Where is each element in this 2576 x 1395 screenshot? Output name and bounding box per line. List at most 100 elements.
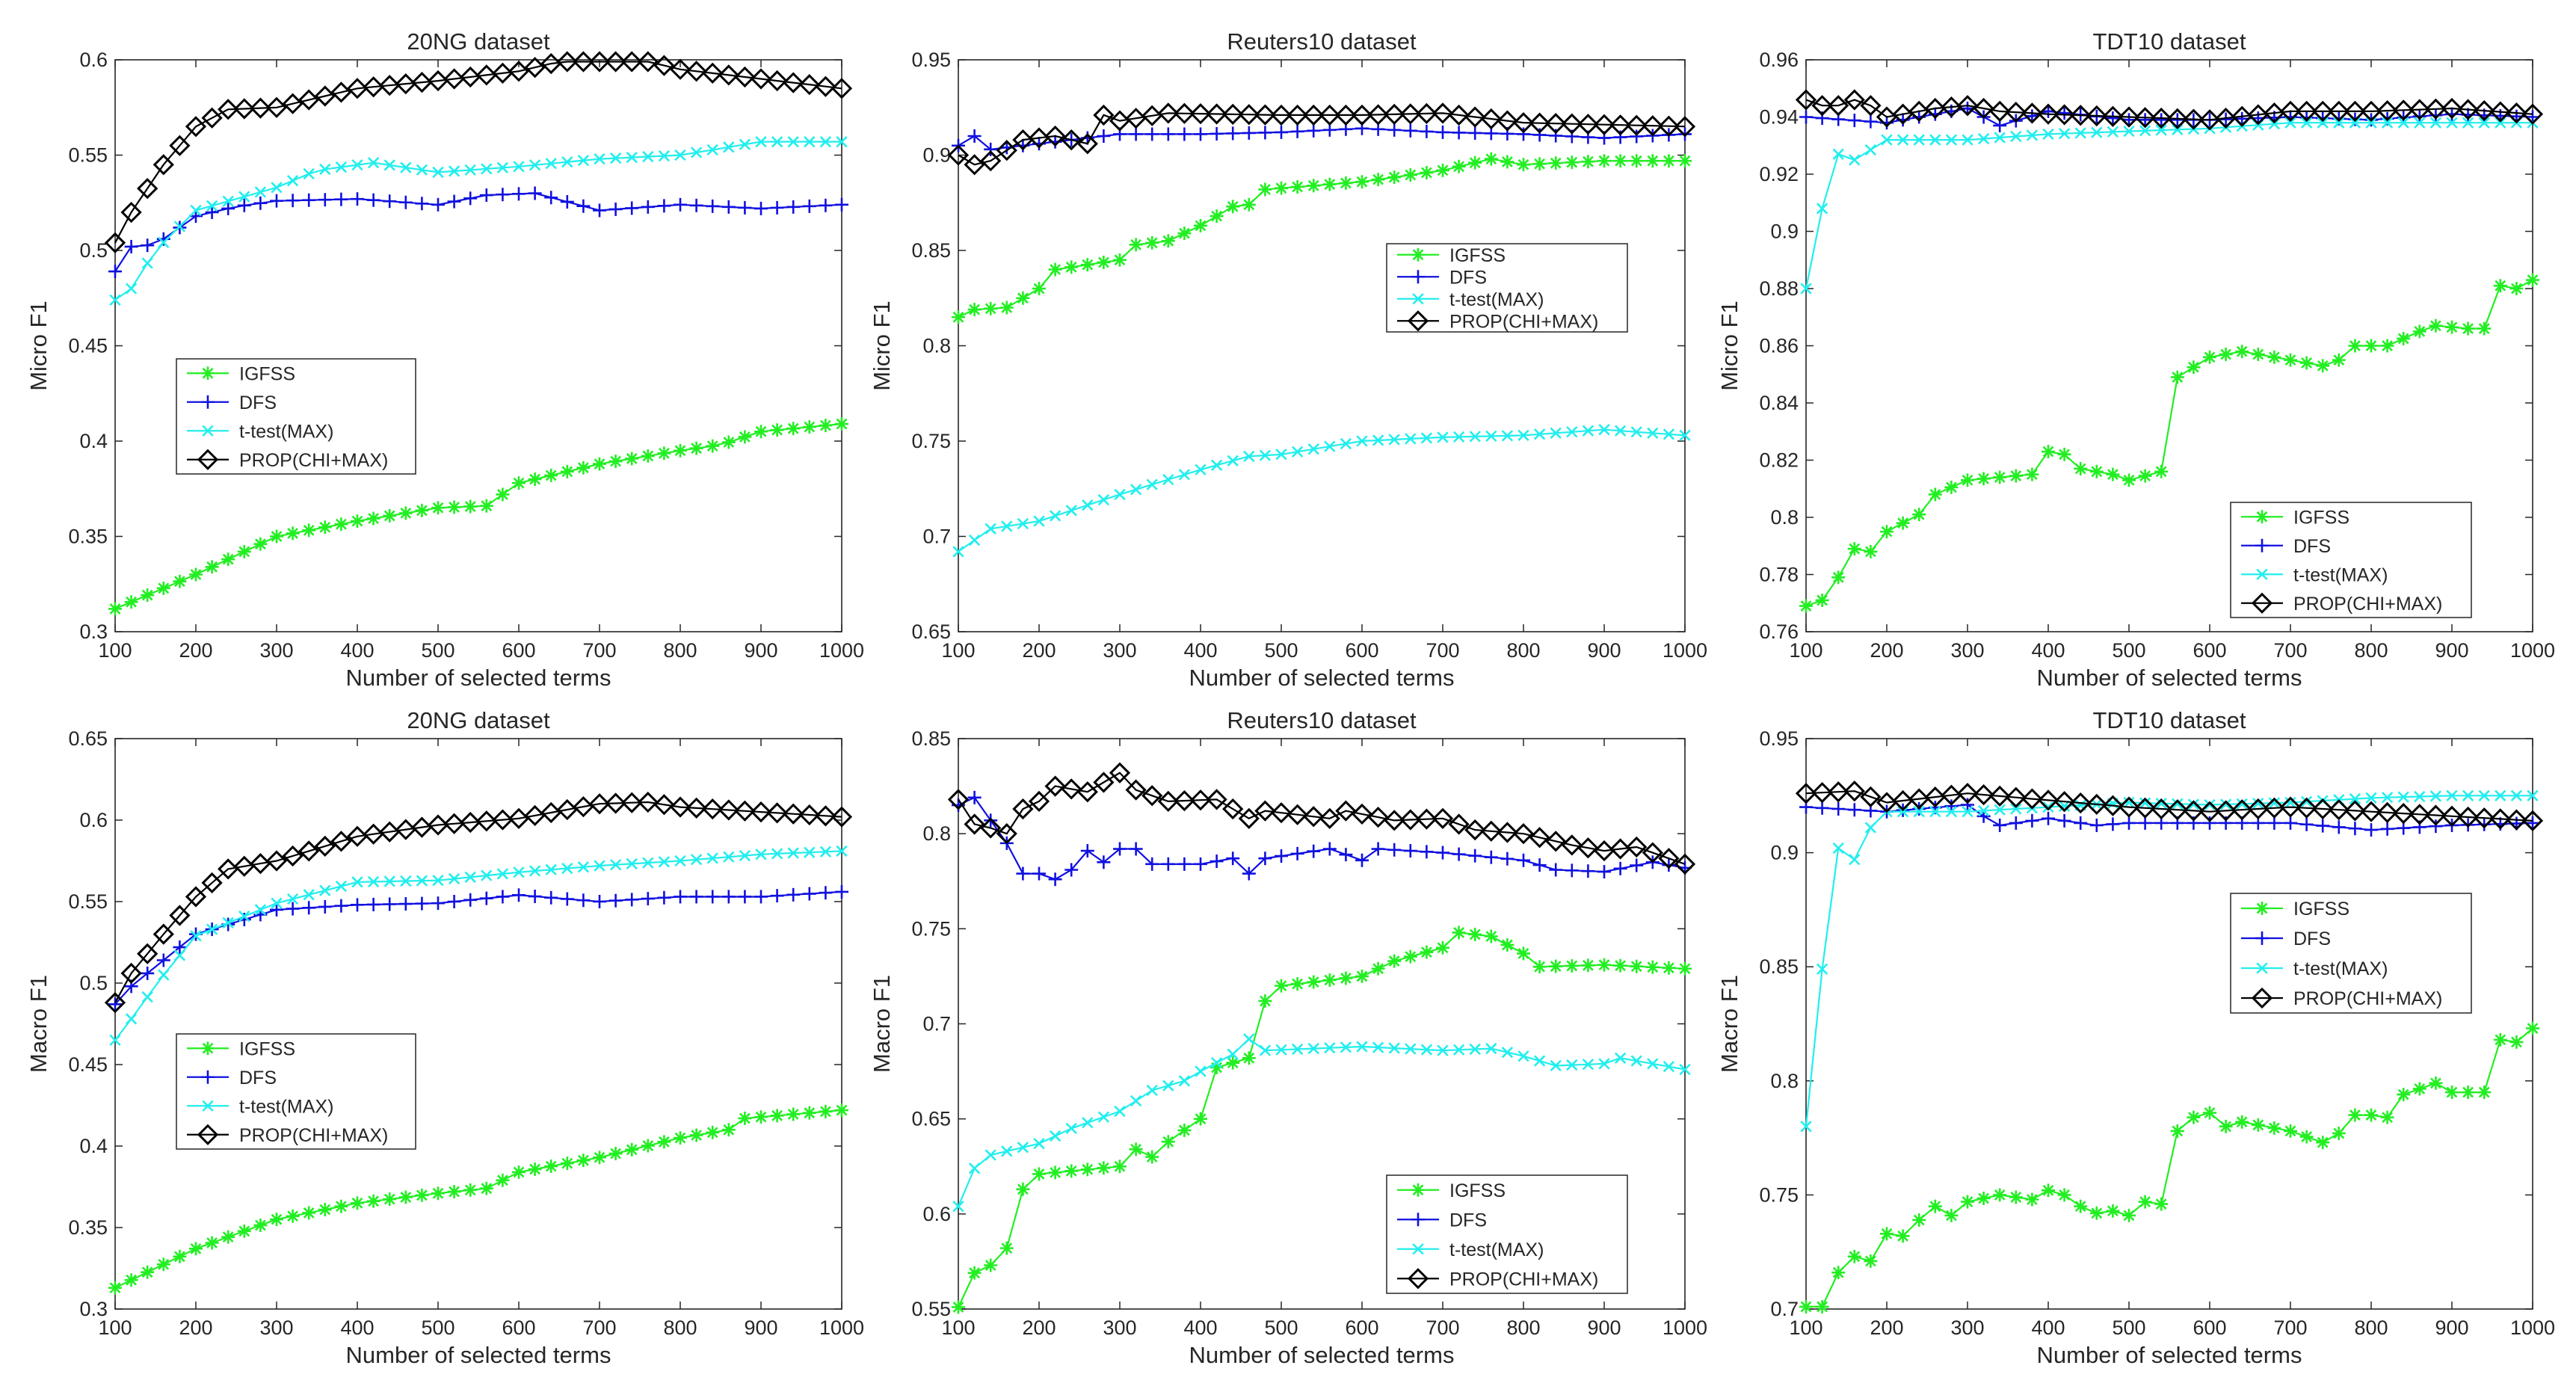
data-point — [754, 201, 768, 215]
data-point — [1630, 858, 1644, 872]
data-point — [2429, 117, 2442, 129]
data-point — [250, 97, 271, 119]
y-tick-label: 0.9 — [1770, 221, 1799, 243]
data-point — [1125, 779, 1147, 801]
legend-marker — [1411, 247, 1425, 262]
plot-area — [114, 738, 842, 1310]
data-point — [718, 799, 739, 821]
legend-marker — [201, 1041, 215, 1056]
data-point — [318, 193, 332, 207]
data-point — [1405, 433, 1417, 445]
data-point — [1847, 114, 1861, 128]
data-point — [1663, 1061, 1675, 1073]
data-point — [750, 68, 772, 90]
data-point — [1517, 1050, 1529, 1062]
data-point — [1227, 1048, 1239, 1060]
data-point — [318, 1203, 332, 1217]
series-prop-chi-max- — [1795, 780, 2544, 831]
data-point — [513, 866, 525, 878]
data-point — [2251, 347, 2265, 361]
data-point — [1082, 1117, 1094, 1129]
data-point — [2300, 795, 2313, 807]
x-tick-label: 900 — [2435, 639, 2468, 662]
data-point — [206, 923, 218, 935]
data-point — [2267, 816, 2281, 830]
y-tick-label: 0.8 — [1770, 506, 1799, 529]
data-point — [190, 930, 202, 942]
data-point — [1799, 110, 1813, 124]
series-t-test-max- — [1800, 789, 2539, 1133]
data-point — [237, 1224, 251, 1238]
data-point — [2526, 273, 2539, 287]
data-point — [1529, 827, 1550, 849]
data-point — [492, 809, 514, 831]
data-point — [205, 1236, 219, 1250]
data-point — [1065, 1122, 1077, 1135]
data-point — [2089, 464, 2104, 478]
data-point — [475, 810, 497, 832]
data-point — [1146, 1084, 1158, 1097]
data-point — [2284, 1124, 2297, 1138]
data-point — [721, 1123, 736, 1137]
data-point — [1113, 253, 1127, 267]
data-point — [330, 81, 352, 103]
data-point — [1436, 846, 1449, 860]
data-point — [460, 811, 481, 834]
data-point — [1177, 127, 1192, 141]
data-point — [2170, 113, 2184, 127]
data-point — [819, 198, 833, 212]
data-point — [2010, 803, 2022, 815]
series-line — [114, 850, 842, 1041]
legend-label: DFS — [2293, 929, 2331, 949]
data-point — [2521, 810, 2544, 831]
data-point — [2074, 1199, 2088, 1213]
series-line — [1805, 804, 2533, 831]
y-tick-label: 0.94 — [1759, 106, 1799, 129]
data-point — [302, 901, 316, 915]
data-point — [594, 860, 606, 872]
data-point — [540, 52, 562, 75]
data-point — [1243, 1033, 1255, 1045]
data-point — [1275, 1044, 1287, 1056]
data-point — [1028, 790, 1050, 813]
data-point — [831, 78, 853, 99]
data-point — [669, 796, 691, 818]
data-point — [271, 182, 283, 194]
data-point — [1258, 852, 1272, 866]
data-point — [286, 893, 299, 905]
data-point — [1322, 177, 1337, 191]
legend-label: IGFSS — [239, 363, 295, 384]
x-tick-label: 200 — [1870, 1317, 1903, 1339]
x-tick-label: 300 — [259, 639, 293, 662]
data-point — [968, 1162, 981, 1174]
data-point — [1388, 1042, 1400, 1054]
data-point — [819, 1104, 833, 1118]
data-point — [1497, 110, 1518, 132]
data-point — [1356, 1041, 1368, 1053]
x-tick-label: 700 — [582, 639, 616, 662]
data-point — [2509, 1035, 2524, 1049]
data-point — [1815, 1299, 1829, 1314]
data-point — [1259, 449, 1272, 461]
data-point — [1048, 1165, 1062, 1180]
data-point — [1468, 155, 1482, 170]
data-point — [448, 872, 460, 885]
data-point — [985, 1149, 996, 1161]
data-point — [2376, 801, 2398, 824]
x-tick-label: 300 — [1103, 1317, 1136, 1339]
data-point — [141, 991, 153, 1003]
data-point — [544, 890, 558, 905]
data-point — [1097, 129, 1111, 143]
data-point — [739, 138, 751, 150]
data-point — [1226, 126, 1240, 141]
legend-marker — [2251, 592, 2273, 614]
series-line — [957, 1038, 1686, 1207]
data-point — [544, 468, 558, 482]
data-point — [1593, 840, 1615, 862]
data-point — [432, 166, 444, 179]
data-point — [125, 1013, 138, 1025]
data-point — [968, 534, 981, 546]
data-point — [2316, 819, 2330, 833]
data-point — [689, 890, 703, 904]
legend-box — [1386, 243, 1628, 333]
